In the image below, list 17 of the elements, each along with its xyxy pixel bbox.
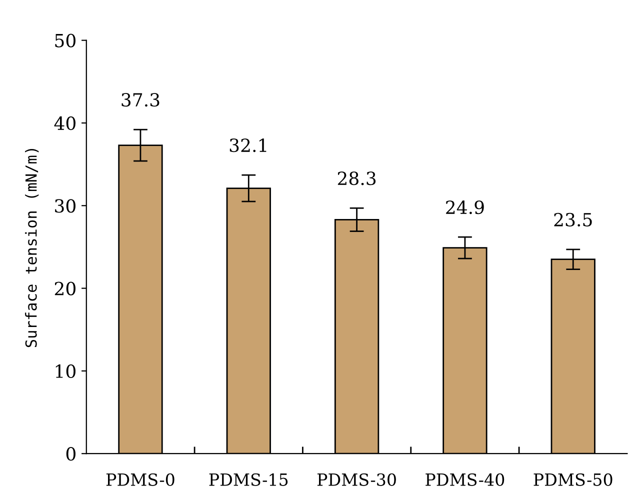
data-label: 28.3 bbox=[338, 172, 376, 186]
y-tick-label: 50 bbox=[55, 34, 76, 48]
data-label: 24.9 bbox=[446, 200, 484, 214]
x-tick-label: PDMS-0 bbox=[106, 473, 174, 486]
x-tick-label: PDMS-30 bbox=[317, 473, 396, 486]
data-label: 23.5 bbox=[554, 212, 592, 226]
x-tick-label: PDMS-15 bbox=[209, 473, 288, 486]
data-label: 32.1 bbox=[230, 138, 266, 152]
y-tick-label: 30 bbox=[55, 199, 76, 213]
x-tick-label: PDMS-40 bbox=[426, 473, 504, 486]
y-tick-label: 20 bbox=[54, 282, 76, 296]
y-tick-label: 0 bbox=[66, 447, 76, 461]
y-tick-label: 10 bbox=[56, 364, 76, 378]
y-axis-title: Surface tension (mN/m) bbox=[25, 148, 39, 348]
x-tick-label: PDMS-50 bbox=[534, 473, 612, 486]
y-tick-label: 40 bbox=[54, 116, 76, 130]
data-label: 37.3 bbox=[122, 92, 160, 107]
